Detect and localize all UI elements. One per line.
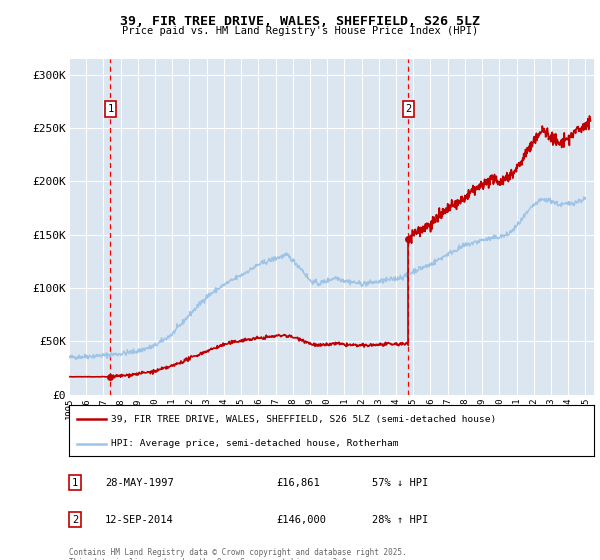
Text: HPI: Average price, semi-detached house, Rotherham: HPI: Average price, semi-detached house,…	[111, 439, 398, 448]
Text: 28% ↑ HPI: 28% ↑ HPI	[372, 515, 428, 525]
Text: 1: 1	[72, 478, 78, 488]
Text: 39, FIR TREE DRIVE, WALES, SHEFFIELD, S26 5LZ: 39, FIR TREE DRIVE, WALES, SHEFFIELD, S2…	[120, 15, 480, 28]
Text: 57% ↓ HPI: 57% ↓ HPI	[372, 478, 428, 488]
Text: Price paid vs. HM Land Registry's House Price Index (HPI): Price paid vs. HM Land Registry's House …	[122, 26, 478, 36]
Text: 2: 2	[72, 515, 78, 525]
Text: 2: 2	[405, 104, 412, 114]
Text: 28-MAY-1997: 28-MAY-1997	[105, 478, 174, 488]
Text: £146,000: £146,000	[276, 515, 326, 525]
Text: Contains HM Land Registry data © Crown copyright and database right 2025.
This d: Contains HM Land Registry data © Crown c…	[69, 548, 407, 560]
Text: £16,861: £16,861	[276, 478, 320, 488]
Text: 39, FIR TREE DRIVE, WALES, SHEFFIELD, S26 5LZ (semi-detached house): 39, FIR TREE DRIVE, WALES, SHEFFIELD, S2…	[111, 415, 496, 424]
Text: 1: 1	[107, 104, 113, 114]
Text: 12-SEP-2014: 12-SEP-2014	[105, 515, 174, 525]
